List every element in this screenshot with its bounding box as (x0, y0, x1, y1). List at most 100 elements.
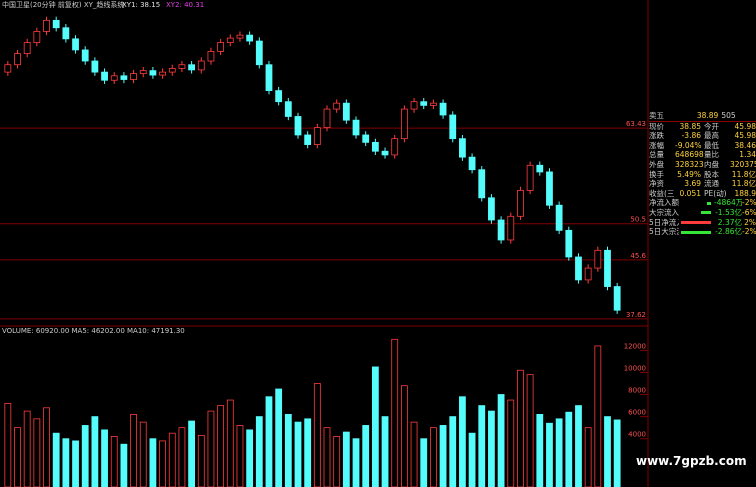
volume-bar (4, 402, 12, 487)
watermark: www.7gpzb.com (636, 454, 747, 468)
volume-bar (120, 443, 128, 487)
quote-cell: 45.98 (734, 121, 756, 131)
quote-cell: 320375 (730, 159, 756, 169)
quote-cell: 45.98 (734, 131, 756, 141)
quote-cell: 2.37亿 (717, 217, 742, 227)
quote-cell: 5.49% (677, 169, 701, 179)
volume-bar (168, 432, 176, 487)
volume-bar (546, 422, 553, 487)
volume-bar (91, 416, 99, 487)
candle-body (546, 171, 553, 206)
volume-bar (468, 432, 476, 487)
quote-cell (679, 208, 714, 218)
candle-body (159, 71, 166, 76)
volume-bar (236, 425, 244, 487)
candle-body (381, 150, 389, 156)
quote-cell: -9.04% (675, 140, 702, 150)
candle-body (265, 64, 273, 91)
quote-cell: 5日大宗流入 (649, 227, 679, 237)
quote-row: 收益(三) 0.051 PE(动) 188.9 (649, 189, 756, 199)
volume-bar (197, 434, 205, 487)
y-tick-label: 50.5 (630, 216, 646, 224)
candle-body (14, 53, 21, 66)
candle-body (120, 75, 128, 80)
candle-body (197, 60, 205, 71)
candle-body (584, 267, 592, 281)
volume-bar (497, 394, 505, 487)
volume-bar (81, 425, 89, 487)
quote-cell: 净流入额 (649, 198, 679, 208)
candle-body (333, 102, 341, 110)
volume-bar (255, 416, 263, 487)
candle-body (439, 102, 447, 116)
candle-body (23, 42, 31, 55)
candle-body (342, 102, 350, 121)
candle-body (555, 204, 563, 231)
quote-cell: 涨跌 (649, 131, 664, 141)
candle-body (313, 127, 321, 145)
quote-cell: 量比 (704, 150, 719, 160)
candle-body (488, 197, 495, 221)
indicator-label: XY2: 40.31 (166, 1, 204, 9)
volume-bar (362, 425, 370, 487)
candle-body (420, 101, 428, 106)
quote-cell: 涨幅 (649, 140, 664, 150)
candle-body (459, 138, 466, 158)
candle-body (188, 64, 195, 71)
volume-bar (333, 436, 341, 487)
quote-row: 净流入额 -4864万 -2% (649, 198, 756, 208)
candle-body (323, 108, 331, 128)
volume-bar (159, 440, 166, 487)
volume-bar (275, 388, 283, 487)
candle-body (478, 169, 486, 199)
candle-body (43, 19, 50, 32)
candle-body (449, 114, 457, 140)
quote-cell: 最高 (704, 131, 719, 141)
volume-bar (110, 436, 118, 487)
quote-cell: 648698 (675, 150, 704, 160)
quote-row: 总量 648698 量比 1.34 (649, 150, 756, 160)
quote-row: 换手 5.49% 股本 11.8亿 (649, 170, 756, 180)
quote-cell: 1.34 (739, 150, 756, 160)
flow-bar (681, 230, 711, 234)
candle-body (362, 134, 370, 143)
volume-bar (584, 427, 592, 487)
volume-bar (178, 427, 186, 487)
candle-body (130, 73, 137, 80)
candle-body (575, 256, 582, 281)
flow-bar (707, 201, 711, 205)
volume-bar (381, 416, 389, 487)
quote-cell: -1.53亿 (715, 207, 742, 217)
candle-body (178, 64, 186, 69)
volume-bar (430, 427, 437, 487)
quote-row: 卖五 38.89 505 (649, 111, 756, 122)
candle-body (81, 49, 89, 62)
quote-cell: 11.8亿 (731, 169, 756, 179)
quote-cell: 2% (744, 217, 756, 227)
quote-cell: 现价 (649, 121, 664, 131)
volume-bar (342, 431, 350, 487)
candle-body (62, 27, 70, 40)
candle-body (149, 70, 157, 76)
quote-cell: 卖五 (649, 111, 664, 120)
chart-title: 中国卫星(20分钟 前复权) XY_趋线系统 (2, 0, 124, 9)
volume-bar (478, 405, 486, 487)
flow-bar (681, 221, 711, 225)
quote-cell: PE(动) (704, 188, 727, 198)
quote-cell: 188.9 (734, 188, 756, 198)
candle-body (391, 138, 399, 156)
volume-bar (400, 385, 408, 487)
volume-bar (565, 411, 573, 487)
quote-row: 现价 38.85 今开 45.98 (649, 122, 756, 132)
volume-bar (488, 410, 495, 487)
volume-bar (207, 410, 215, 487)
quote-row: 涨跌 -3.86 最高 45.98 (649, 131, 756, 141)
y-tick-label: 63.43 (626, 120, 646, 128)
quote-cell: 38.46 (734, 140, 756, 150)
quote-row: 5日大宗流入 -2.86亿-2% (649, 227, 756, 237)
volume-bar (517, 369, 524, 487)
flow-bar (701, 211, 711, 215)
quote-cell: 38.85 (679, 121, 701, 131)
volume-bar (226, 399, 234, 487)
